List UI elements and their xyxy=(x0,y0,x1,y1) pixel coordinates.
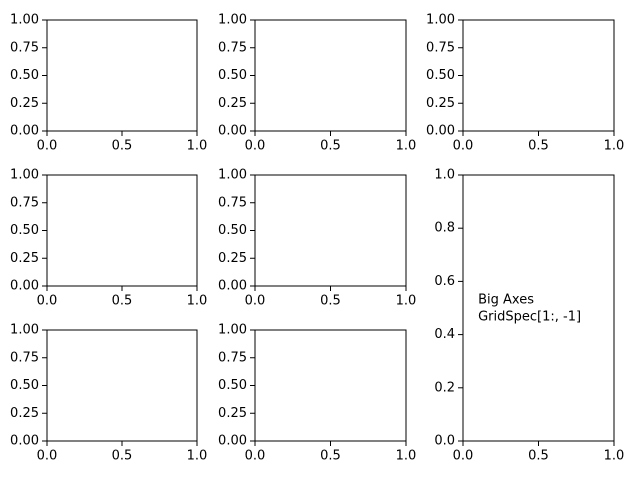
axes-frame xyxy=(46,174,198,287)
y-tick-label: 0.25 xyxy=(218,96,247,111)
y-tick-label: 0.00 xyxy=(10,279,39,294)
x-tick-label: 0.0 xyxy=(453,139,474,154)
y-tick-label: 0.00 xyxy=(218,434,247,449)
x-tick-label: 1.0 xyxy=(396,449,417,464)
axes-frame xyxy=(462,19,615,132)
x-tick-label: 0.0 xyxy=(37,139,58,154)
axes-frame xyxy=(462,174,615,442)
x-tick-label: 1.0 xyxy=(187,449,208,464)
x-tick-label: 1.0 xyxy=(604,449,625,464)
y-tick-label: 0.00 xyxy=(10,124,39,139)
x-tick-label: 0.5 xyxy=(528,449,549,464)
y-tick-label: 1.0 xyxy=(434,168,455,183)
x-tick-label: 0.5 xyxy=(112,139,133,154)
x-tick-label: 0.0 xyxy=(37,294,58,309)
x-tick-label: 0.5 xyxy=(112,294,133,309)
y-tick-label: 0.50 xyxy=(10,378,39,393)
x-tick-label: 0.5 xyxy=(320,449,341,464)
y-tick-label: 0.6 xyxy=(434,274,455,289)
y-tick-label: 1.00 xyxy=(10,323,39,338)
y-tick-label: 1.00 xyxy=(218,323,247,338)
axes-frame xyxy=(254,329,407,442)
y-tick-label: 0.75 xyxy=(218,195,247,210)
annotation: GridSpec[1:, -1] xyxy=(478,310,581,325)
x-tick-label: 0.0 xyxy=(453,449,474,464)
y-tick-label: 0.25 xyxy=(10,251,39,266)
y-tick-label: 0.50 xyxy=(10,68,39,83)
x-tick-label: 0.5 xyxy=(528,139,549,154)
y-tick-label: 0.75 xyxy=(426,40,455,55)
y-tick-label: 0.00 xyxy=(218,279,247,294)
y-tick-label: 1.00 xyxy=(10,168,39,183)
x-tick-label: 0.0 xyxy=(245,294,266,309)
y-tick-label: 0.0 xyxy=(434,434,455,449)
x-tick-label: 1.0 xyxy=(396,294,417,309)
y-tick-label: 0.00 xyxy=(10,434,39,449)
y-tick-label: 0.8 xyxy=(434,221,455,236)
x-tick-label: 0.0 xyxy=(37,449,58,464)
y-tick-label: 0.50 xyxy=(218,68,247,83)
axes-frame xyxy=(46,19,198,132)
x-tick-label: 1.0 xyxy=(396,139,417,154)
y-tick-label: 0.25 xyxy=(426,96,455,111)
y-tick-label: 1.00 xyxy=(426,13,455,28)
axes-frame xyxy=(254,174,407,287)
y-tick-label: 0.75 xyxy=(218,40,247,55)
y-tick-label: 1.00 xyxy=(10,13,39,28)
y-tick-label: 0.4 xyxy=(434,327,455,342)
y-tick-label: 0.75 xyxy=(10,40,39,55)
y-tick-label: 0.25 xyxy=(218,406,247,421)
x-tick-label: 1.0 xyxy=(187,139,208,154)
y-tick-label: 1.00 xyxy=(218,13,247,28)
y-tick-label: 0.50 xyxy=(218,378,247,393)
axes-frame xyxy=(46,329,198,442)
x-tick-label: 0.5 xyxy=(320,294,341,309)
y-tick-label: 0.75 xyxy=(218,350,247,365)
y-tick-label: 0.75 xyxy=(10,350,39,365)
annotation: Big Axes xyxy=(478,293,534,308)
y-tick-label: 0.25 xyxy=(218,251,247,266)
x-tick-label: 0.0 xyxy=(245,139,266,154)
y-tick-label: 0.2 xyxy=(434,380,455,395)
y-tick-label: 0.50 xyxy=(218,223,247,238)
y-tick-label: 0.00 xyxy=(426,124,455,139)
x-tick-label: 0.5 xyxy=(320,139,341,154)
y-tick-label: 1.00 xyxy=(218,168,247,183)
y-tick-label: 0.50 xyxy=(426,68,455,83)
y-tick-label: 0.00 xyxy=(218,124,247,139)
axes-frame xyxy=(254,19,407,132)
y-tick-label: 0.25 xyxy=(10,96,39,111)
x-tick-label: 0.0 xyxy=(245,449,266,464)
x-tick-label: 0.5 xyxy=(112,449,133,464)
x-tick-label: 1.0 xyxy=(187,294,208,309)
y-tick-label: 0.50 xyxy=(10,223,39,238)
y-tick-label: 0.25 xyxy=(10,406,39,421)
x-tick-label: 1.0 xyxy=(604,139,625,154)
y-tick-label: 0.75 xyxy=(10,195,39,210)
